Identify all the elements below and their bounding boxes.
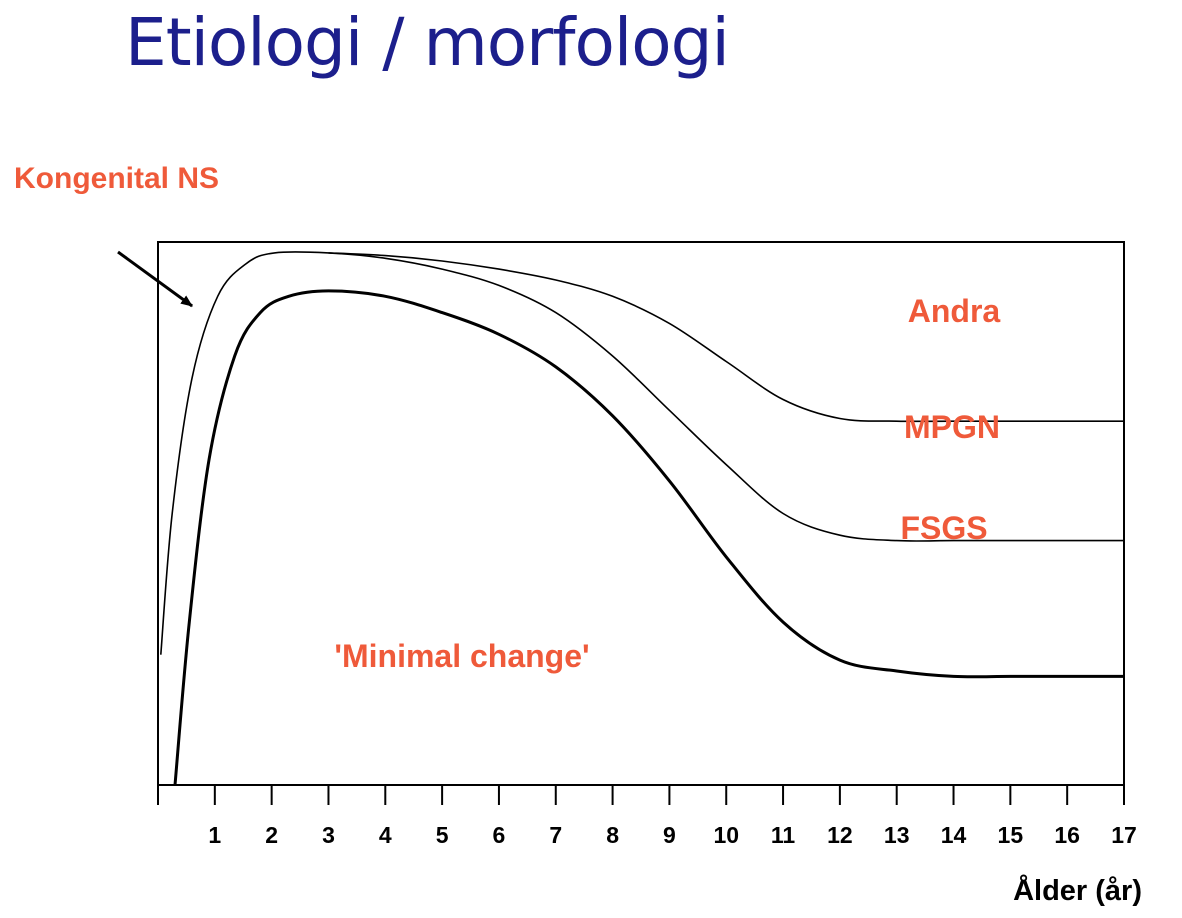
series-line-2 — [160, 251, 1124, 655]
x-tick-label: 6 — [493, 822, 506, 848]
kongenital-ns-annotation: Kongenital NS — [14, 162, 220, 195]
series-line-3 — [328, 252, 1124, 423]
x-tick-label: 1 — [208, 822, 221, 848]
x-tick-label: 3 — [322, 822, 335, 848]
x-tick-label: 2 — [265, 822, 278, 848]
region-label-andra: Andra — [908, 293, 1001, 329]
x-tick-label: 10 — [713, 822, 739, 848]
x-tick-label: 14 — [941, 822, 967, 848]
x-tick-label: 15 — [998, 822, 1024, 848]
region-label-fsgs: FSGS — [900, 510, 987, 546]
x-tick-label: 9 — [663, 822, 676, 848]
x-tick-label: 11 — [771, 822, 796, 848]
series-layer — [160, 251, 1124, 786]
x-tick-label: 13 — [884, 822, 910, 848]
region-label-minimal-change: 'Minimal change' — [334, 638, 589, 674]
x-tick-label: 7 — [549, 822, 562, 848]
x-axis: 1 2 3 4 5 6 7 8 9 10 11 12 13 14 15 16 17 — [157, 784, 1137, 848]
page-title: Etiologi / morfologi — [125, 4, 730, 81]
x-tick-label: 12 — [827, 822, 853, 848]
series-line-1 — [173, 289, 1124, 786]
annotation-arrow — [117, 250, 193, 308]
x-tick-label: 16 — [1054, 822, 1080, 848]
x-tick-label: 5 — [436, 822, 449, 848]
x-axis-title: Ålder (år) — [1013, 874, 1142, 907]
x-tick-label: 4 — [379, 822, 392, 848]
x-tick-label: 8 — [606, 822, 619, 848]
x-tick-label: 17 — [1111, 822, 1137, 848]
region-label-mpgn: MPGN — [904, 409, 1000, 445]
